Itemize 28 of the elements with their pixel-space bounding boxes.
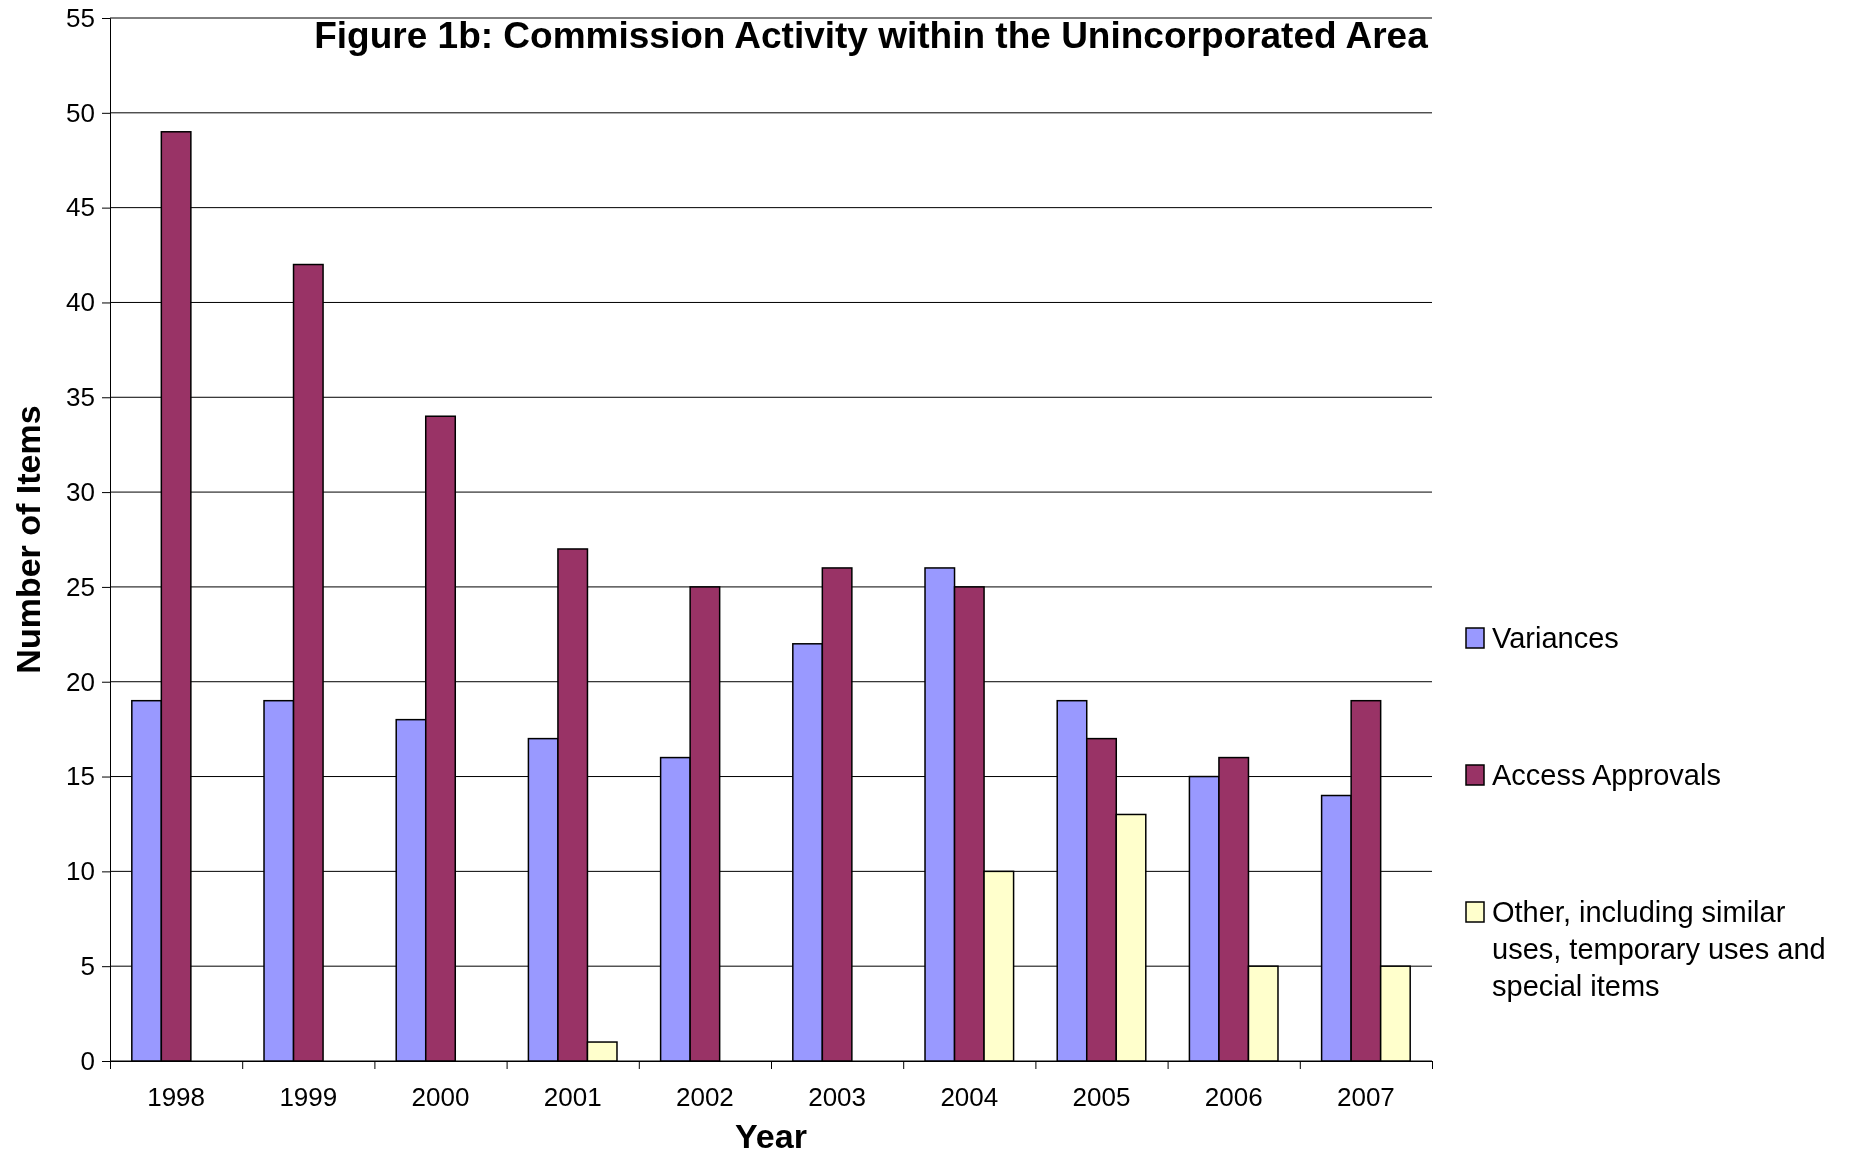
x-tick-label: 2001 — [543, 1082, 602, 1112]
x-axis-title: Year — [735, 1117, 807, 1155]
y-tick-label: 20 — [66, 666, 95, 697]
x-tick-label: 2006 — [1204, 1082, 1263, 1112]
y-tick-label: 45 — [66, 192, 95, 223]
y-tick-label: 55 — [66, 2, 95, 33]
x-tick-label: 2007 — [1336, 1082, 1395, 1112]
y-tick-label: 50 — [66, 97, 95, 128]
x-tick-label: 1999 — [279, 1082, 338, 1112]
legend-label: Other, including similar uses, temporary uses and special items — [1492, 896, 1826, 1002]
legend-label: Variances — [1492, 622, 1619, 654]
y-tick-label: 5 — [80, 951, 95, 981]
y-tick-label: 0 — [80, 1045, 95, 1076]
x-tick-label: 2005 — [1072, 1082, 1131, 1112]
y-tick-label: 35 — [66, 382, 95, 413]
y-tick-label: 15 — [66, 761, 95, 792]
y-axis-title: Number of Items — [9, 405, 47, 674]
x-tick-label: 2002 — [675, 1082, 734, 1112]
x-tick-label: 2000 — [411, 1082, 470, 1112]
chart-title: Figure 1b: Commission Activity within the Unincorporated Area — [314, 15, 1429, 56]
y-tick-label: 40 — [66, 287, 95, 318]
x-tick-label: 2003 — [808, 1082, 867, 1112]
x-tick-label: 2004 — [940, 1082, 999, 1112]
y-tick-label: 30 — [66, 476, 95, 507]
legend-label: Access Approvals — [1492, 759, 1721, 791]
y-tick-label: 10 — [66, 856, 95, 887]
y-tick-label: 25 — [66, 571, 95, 602]
x-tick-label: 1998 — [147, 1082, 206, 1112]
